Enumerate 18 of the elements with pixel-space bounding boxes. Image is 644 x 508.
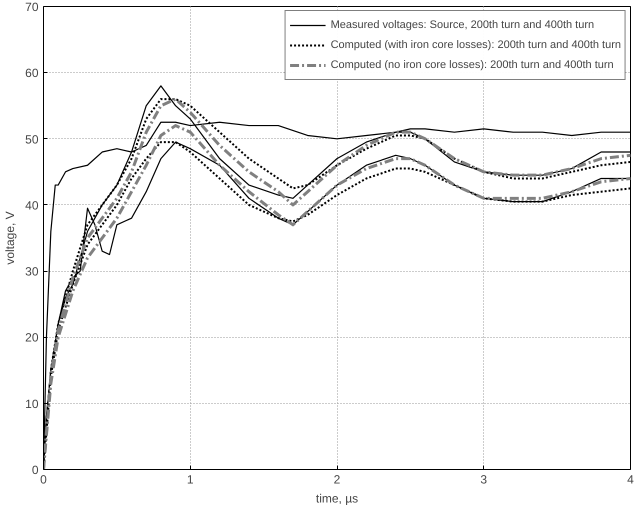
y-tick-label: 70	[25, 0, 39, 14]
y-axis-title: voltage, V	[3, 211, 18, 265]
x-tick-label: 1	[186, 472, 194, 486]
legend-label: Measured voltages: Source, 200th turn and 400th turn	[330, 18, 594, 32]
x-tick-label: 0	[40, 472, 48, 486]
legend-label: Computed (no iron core losses): 200th turn and 400th turn	[330, 58, 614, 72]
y-tick-label: 60	[25, 66, 39, 80]
y-tick-label: 30	[25, 264, 39, 279]
legend-label: Computed (with iron core losses): 200th turn and 400th turn	[330, 38, 621, 52]
x-tick-label: 2	[334, 472, 341, 486]
x-axis-title: time, µs	[316, 492, 358, 506]
x-tick-label: 4	[627, 472, 634, 486]
y-tick-label: 10	[25, 396, 39, 411]
y-tick-label: 50	[25, 132, 39, 146]
y-tick-label: 20	[25, 330, 39, 345]
y-tick-label: 40	[25, 198, 39, 212]
y-tick-label: 0	[32, 463, 39, 477]
x-tick-label: 3	[480, 472, 488, 486]
